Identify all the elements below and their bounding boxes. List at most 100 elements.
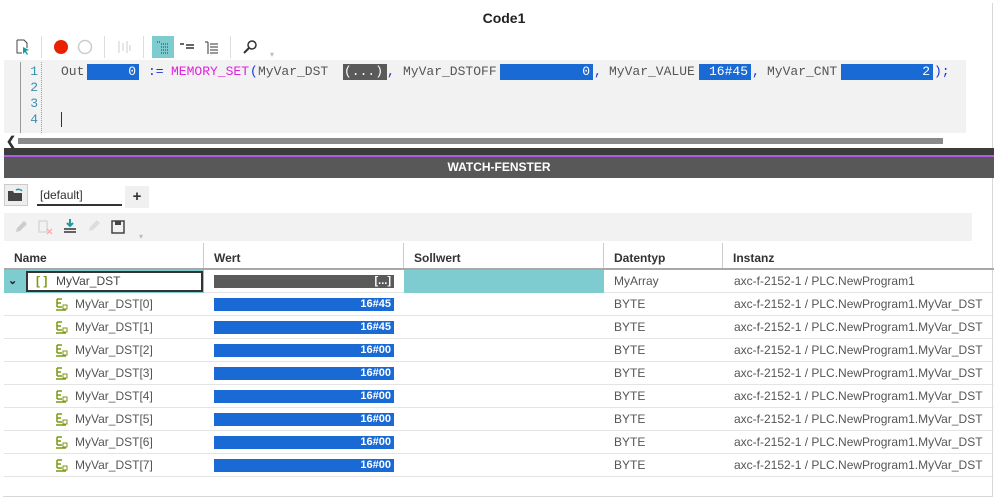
- instance-cell: axc-f-2152-1 / PLC.NewProgram1.MyVar_DST: [734, 389, 983, 403]
- name-field-selected[interactable]: [26, 271, 203, 292]
- value-cell[interactable]: 16#00: [214, 390, 394, 403]
- code-param: MyVar_DST: [258, 64, 329, 79]
- import-icon[interactable]: [63, 219, 77, 238]
- editor-fold-line: [41, 62, 42, 133]
- datatype-cell: MyArray: [614, 274, 659, 288]
- element-icon: [56, 431, 68, 454]
- instance-cell: axc-f-2152-1 / PLC.NewProgram1.MyVar_DST: [734, 320, 983, 334]
- window-frame: [3, 3, 993, 497]
- param-value[interactable]: 2: [841, 64, 933, 80]
- variable-name: MyVar_DST[3]: [75, 366, 153, 380]
- param-value[interactable]: 16#45: [699, 64, 751, 80]
- out-value[interactable]: 0: [87, 64, 139, 80]
- table-row[interactable]: MyVar_DST[7] 16#00 BYTE axc-f-2152-1 / P…: [4, 454, 994, 477]
- value-cell[interactable]: 16#00: [214, 459, 394, 472]
- column-header-sollwert[interactable]: Sollwert: [404, 243, 604, 269]
- variable-name: MyVar_DST[7]: [75, 458, 153, 472]
- edit-icon[interactable]: [14, 220, 28, 237]
- sollwert-cell[interactable]: [404, 270, 604, 293]
- table-row[interactable]: MyVar_DST[6] 16#00 BYTE axc-f-2152-1 / P…: [4, 431, 994, 454]
- param-value[interactable]: 0: [500, 64, 593, 80]
- value-cell[interactable]: 16#00: [214, 436, 394, 449]
- code-paren: (: [250, 64, 258, 79]
- splitter[interactable]: [4, 148, 994, 156]
- tab-default[interactable]: [default]: [37, 186, 122, 206]
- instance-cell: axc-f-2152-1 / PLC.NewProgram1: [734, 274, 915, 288]
- column-header-wert[interactable]: Wert: [204, 243, 404, 269]
- line-number: 2: [30, 80, 38, 95]
- column-header-datentyp[interactable]: Datentyp: [604, 243, 723, 269]
- instance-cell: axc-f-2152-1 / PLC.NewProgram1.MyVar_DST: [734, 343, 983, 357]
- code-comma: ,: [387, 64, 395, 79]
- table-row[interactable]: MyVar_DST[4] 16#00 BYTE axc-f-2152-1 / P…: [4, 385, 994, 408]
- open-folder-button[interactable]: [4, 184, 28, 206]
- list-view-icon[interactable]: [176, 36, 198, 58]
- header-divider: [4, 268, 994, 270]
- datatype-cell: BYTE: [614, 320, 646, 334]
- collapse-chevron-icon[interactable]: ⌄: [8, 275, 18, 287]
- save-icon[interactable]: [111, 220, 125, 237]
- breakpoint-clear-icon[interactable]: [74, 36, 96, 58]
- variable-name: MyVar_DST[0]: [75, 297, 153, 311]
- folder-open-icon: [8, 188, 23, 201]
- step-icon[interactable]: [113, 36, 135, 58]
- line-number: 1: [30, 64, 38, 79]
- code-param: MyVar_VALUE: [609, 64, 695, 79]
- value-cell[interactable]: [...]: [214, 275, 394, 288]
- value-cell[interactable]: 16#00: [214, 367, 394, 380]
- code-function: MEMORY_SET: [171, 64, 250, 79]
- value-cell[interactable]: 16#00: [214, 413, 394, 426]
- line-number: 4: [30, 112, 38, 127]
- scroll-left-icon[interactable]: ❮: [6, 134, 17, 148]
- code-end: );: [934, 64, 950, 79]
- datatype-cell: BYTE: [614, 412, 646, 426]
- toolbar-separator: [104, 36, 105, 58]
- datatype-cell: BYTE: [614, 458, 646, 472]
- horizontal-scrollbar[interactable]: [18, 138, 943, 144]
- element-icon: [56, 408, 68, 431]
- indent-list-icon[interactable]: [200, 36, 222, 58]
- table-row[interactable]: MyVar_DST[5] 16#00 BYTE axc-f-2152-1 / P…: [4, 408, 994, 431]
- column-header-name[interactable]: Name: [4, 243, 204, 269]
- element-icon: [56, 293, 68, 316]
- variable-name: MyVar_DST[1]: [75, 320, 153, 334]
- variable-name: MyVar_DST[6]: [75, 435, 153, 449]
- element-icon: [56, 339, 68, 362]
- delete-icon[interactable]: [37, 219, 53, 238]
- code-editor[interactable]: [4, 60, 966, 133]
- tree-view-icon[interactable]: [152, 36, 174, 58]
- toolbar-overflow-icon[interactable]: ▾: [270, 50, 275, 59]
- table-row-root[interactable]: ⌄ [ ] MyVar_DST [...] MyArray axc-f-2152…: [4, 270, 994, 293]
- breakpoint-set-icon[interactable]: [50, 36, 72, 58]
- toolbar-overflow-icon[interactable]: ▾: [139, 232, 144, 241]
- instance-cell: axc-f-2152-1 / PLC.NewProgram1.MyVar_DST: [734, 412, 983, 426]
- datatype-cell: BYTE: [614, 366, 646, 380]
- text-cursor: [61, 112, 62, 127]
- search-icon[interactable]: [239, 36, 261, 58]
- column-header-instanz[interactable]: Instanz: [733, 251, 775, 265]
- value-cell[interactable]: 16#45: [214, 298, 394, 311]
- watch-toolbar: [4, 213, 972, 241]
- code-assign: :=: [148, 64, 164, 79]
- code-comma: ,: [594, 64, 602, 79]
- element-icon: [56, 454, 68, 477]
- table-row[interactable]: MyVar_DST[0] 16#45 BYTE axc-f-2152-1 / P…: [4, 293, 994, 316]
- table-row[interactable]: MyVar_DST[2] 16#00 BYTE axc-f-2152-1 / P…: [4, 339, 994, 362]
- value-cell[interactable]: 16#45: [214, 321, 394, 334]
- variable-name: MyVar_DST: [56, 274, 121, 288]
- code-out: Out: [61, 64, 85, 79]
- value-cell[interactable]: 16#00: [214, 344, 394, 357]
- instance-cell: axc-f-2152-1 / PLC.NewProgram1.MyVar_DST: [734, 297, 983, 311]
- toolbar-separator: [143, 36, 144, 58]
- table-row[interactable]: MyVar_DST[3] 16#00 BYTE axc-f-2152-1 / P…: [4, 362, 994, 385]
- element-icon: [56, 385, 68, 408]
- add-tab-button[interactable]: +: [125, 186, 149, 208]
- element-icon: [56, 362, 68, 385]
- instance-cell: axc-f-2152-1 / PLC.NewProgram1.MyVar_DST: [734, 458, 983, 472]
- param-value[interactable]: (...): [343, 64, 387, 80]
- export-icon[interactable]: [87, 219, 101, 238]
- table-row[interactable]: MyVar_DST[1] 16#45 BYTE axc-f-2152-1 / P…: [4, 316, 994, 339]
- datatype-cell: BYTE: [614, 435, 646, 449]
- select-cursor-icon[interactable]: [12, 36, 34, 58]
- toolbar-separator: [41, 36, 42, 58]
